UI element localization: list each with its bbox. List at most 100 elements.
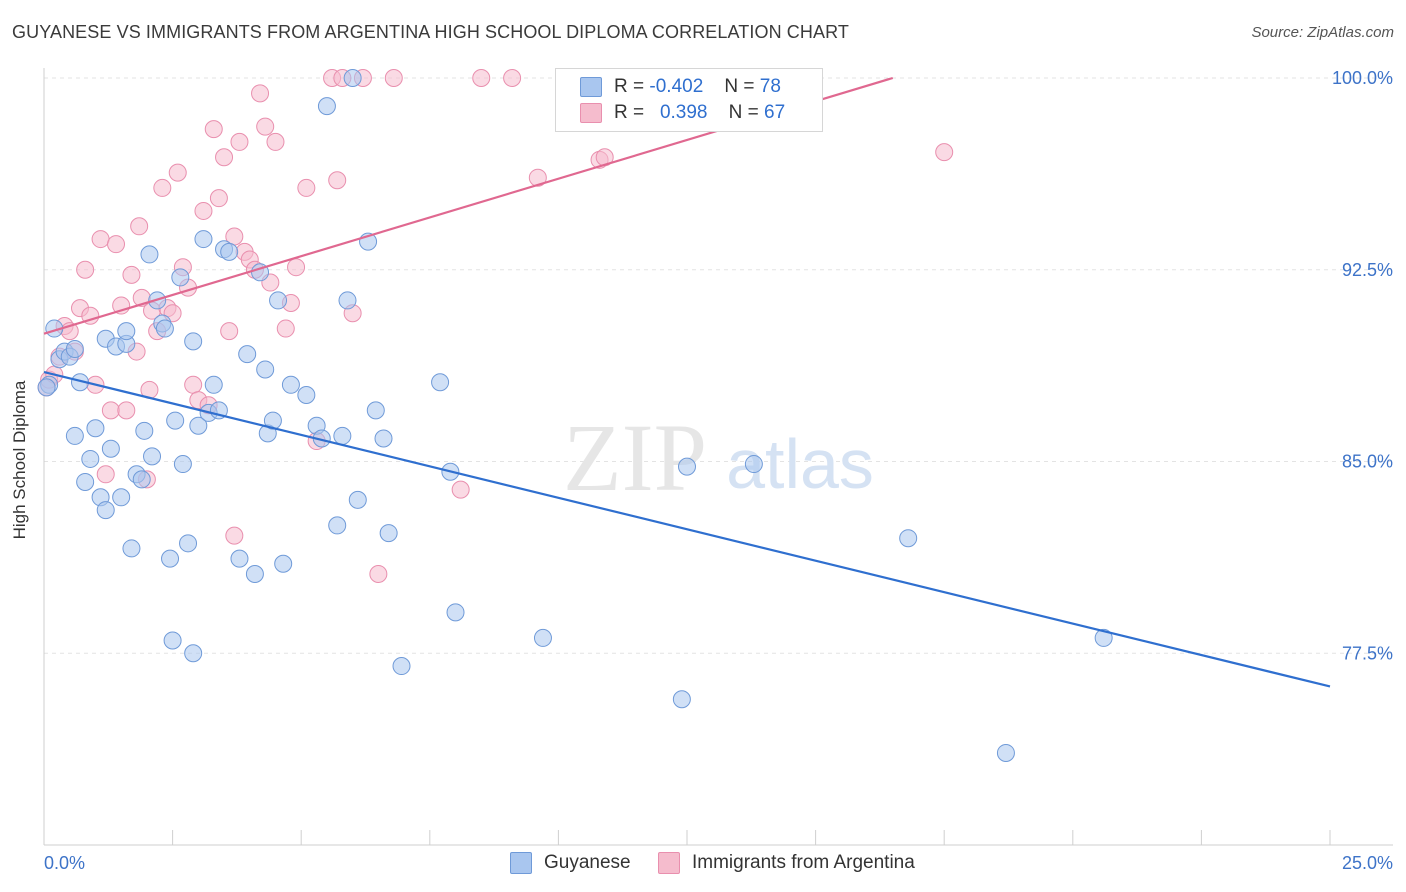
watermark: ZIP atlas [563, 404, 874, 511]
gridlines [44, 77, 1393, 654]
point-guyanese [171, 268, 190, 287]
point-argentina [204, 120, 223, 139]
point-guyanese [122, 539, 141, 558]
point-argentina [472, 69, 491, 87]
legend-r-value-guyanese: -0.402 [649, 76, 704, 97]
point-guyanese [533, 628, 552, 647]
chart-source: Source: ZipAtlas.com [1251, 24, 1394, 41]
correlation-legend: R = -0.402 N = 78 R = 0.398 N = 67 [555, 68, 823, 132]
point-argentina [256, 117, 275, 136]
point-guyanese [140, 245, 159, 264]
point-guyanese [132, 470, 151, 489]
point-guyanese [161, 549, 180, 568]
point-guyanese [744, 455, 763, 474]
point-argentina [215, 148, 234, 167]
y-tick-label: 92.5% [1342, 260, 1393, 280]
point-guyanese [86, 419, 105, 438]
point-guyanese [76, 472, 95, 491]
point-argentina [451, 480, 470, 499]
point-guyanese [245, 564, 264, 583]
point-argentina [225, 526, 244, 545]
point-guyanese [155, 319, 174, 338]
point-guyanese [143, 447, 162, 466]
legend-r-value-argentina: 0.398 [659, 102, 708, 123]
point-guyanese [281, 375, 300, 394]
point-guyanese [238, 345, 257, 364]
point-guyanese [672, 690, 691, 709]
point-guyanese [899, 529, 918, 548]
point-argentina [384, 69, 403, 87]
point-argentina [168, 163, 187, 182]
point-argentina [528, 168, 547, 187]
y-tick-label: 85.0% [1342, 452, 1393, 472]
point-argentina [230, 132, 249, 151]
point-guyanese [81, 449, 100, 468]
point-argentina [122, 265, 141, 284]
point-guyanese [338, 291, 357, 310]
point-guyanese [678, 457, 696, 476]
point-guyanese [117, 322, 136, 341]
legend-item-guyanese: Guyanese [510, 852, 631, 874]
point-argentina [101, 401, 120, 420]
legend-n-value-argentina: 67 [764, 102, 786, 123]
point-argentina [369, 564, 388, 583]
point-guyanese [96, 501, 115, 520]
y-tick-label: 100.0% [1332, 68, 1393, 88]
point-guyanese [431, 373, 450, 392]
legend-swatch-pink [580, 103, 602, 123]
point-guyanese [269, 291, 288, 310]
point-guyanese [163, 631, 182, 650]
point-guyanese [173, 455, 192, 474]
legend-n-label: N = [724, 76, 755, 97]
trend-line-guyanese [43, 370, 1331, 688]
point-guyanese [184, 644, 203, 663]
point-guyanese [333, 426, 352, 445]
point-guyanese [230, 549, 249, 568]
point-guyanese [65, 426, 84, 445]
point-guyanese [184, 332, 203, 351]
point-argentina [287, 258, 306, 277]
point-guyanese [366, 401, 385, 420]
point-guyanese [348, 490, 367, 509]
point-guyanese [101, 439, 120, 458]
point-guyanese [996, 743, 1015, 762]
point-guyanese [343, 69, 362, 87]
point-guyanese [274, 554, 293, 573]
point-guyanese [379, 524, 398, 543]
trend-lines [43, 76, 1331, 688]
point-guyanese [297, 386, 316, 405]
point-guyanese [65, 340, 84, 359]
point-guyanese [204, 375, 223, 394]
y-tick-labels: 77.5% 85.0% 92.5% 100.0% [1332, 68, 1393, 663]
point-guyanese [374, 429, 393, 448]
watermark-zip: ZIP [563, 404, 707, 511]
point-argentina [194, 201, 213, 220]
point-guyanese [1094, 628, 1113, 647]
point-argentina [503, 69, 522, 87]
legend-swatch-blue [580, 77, 602, 97]
legend-n-label: N = [728, 102, 759, 123]
point-guyanese [256, 360, 275, 379]
series-legend: Guyanese Immigrants from Argentina [0, 852, 1406, 878]
point-guyanese [392, 657, 411, 676]
point-argentina [91, 230, 110, 249]
legend-item-argentina: Immigrants from Argentina [658, 852, 915, 874]
point-argentina [251, 84, 270, 103]
point-guyanese [112, 488, 131, 507]
chart-title: GUYANESE VS IMMIGRANTS FROM ARGENTINA HI… [12, 22, 849, 42]
axes [43, 68, 1393, 846]
legend-swatch-guyanese [510, 852, 532, 874]
point-argentina [184, 375, 203, 394]
legend-r-label: R = [614, 102, 645, 123]
point-argentina [76, 260, 95, 279]
point-argentina [297, 178, 316, 197]
point-guyanese [446, 603, 465, 622]
point-argentina [328, 171, 347, 190]
point-argentina [276, 319, 295, 338]
point-guyanese [166, 411, 185, 430]
point-guyanese [317, 97, 336, 116]
legend-label-guyanese: Guyanese [544, 852, 631, 873]
legend-swatch-argentina [658, 852, 680, 874]
series-argentina-points [37, 69, 954, 583]
